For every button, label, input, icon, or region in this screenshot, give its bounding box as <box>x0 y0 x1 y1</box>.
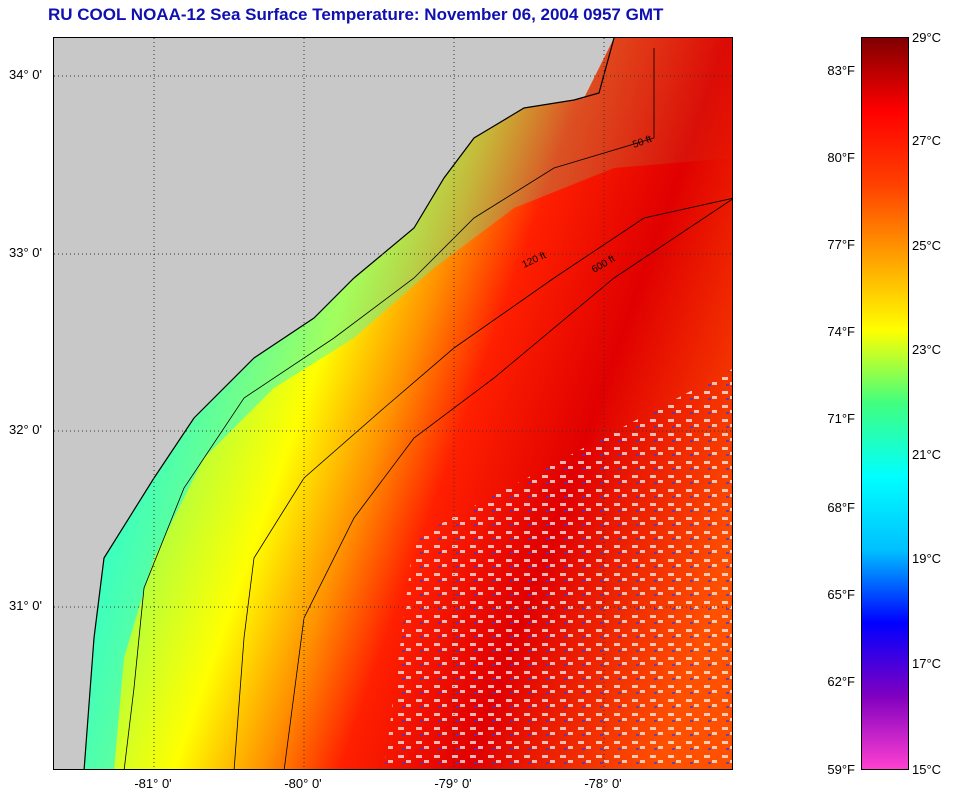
colorbar-f-77: 77°F <box>827 237 855 252</box>
lon-label-78: -78° 0' <box>584 776 622 791</box>
colorbar-f-65: 65°F <box>827 587 855 602</box>
contour-120ft <box>233 198 732 769</box>
colorbar-c-19: 19°C <box>912 551 942 566</box>
lat-label-34: 34° 0' <box>9 67 42 82</box>
lat-label-31: 31° 0' <box>9 598 42 613</box>
coastline <box>83 38 615 769</box>
lat-label-32: 32° 0' <box>9 422 42 437</box>
colorbar-c-27: 27°C <box>912 133 942 148</box>
sst-map-canvas: 50 ft 120 ft 600 ft <box>54 38 732 769</box>
colorbar-f-59: 59°F <box>827 762 855 777</box>
colorbar-f-80: 80°F <box>827 150 855 165</box>
temperature-colorbar <box>861 37 909 770</box>
lon-label-81: -81° 0' <box>134 776 172 791</box>
colorbar-f-74: 74°F <box>827 324 855 339</box>
sst-map[interactable]: 50 ft 120 ft 600 ft <box>53 37 733 770</box>
colorbar-f-68: 68°F <box>827 500 855 515</box>
colorbar-c-23: 23°C <box>912 342 942 357</box>
colorbar-c-29: 29°C <box>912 30 942 45</box>
colorbar-f-62: 62°F <box>827 674 855 689</box>
lon-label-80: -80° 0' <box>284 776 322 791</box>
colorbar-f-71: 71°F <box>827 411 855 426</box>
lon-label-79: -79° 0' <box>434 776 472 791</box>
colorbar-c-15: 15°C <box>912 762 942 777</box>
colorbar-f-83: 83°F <box>827 63 855 78</box>
coastal-cool-band <box>84 38 732 769</box>
map-title: RU COOL NOAA-12 Sea Surface Temperature:… <box>48 5 664 24</box>
cloud-mask-region <box>384 369 732 769</box>
graticule <box>54 38 732 769</box>
contour-50ft <box>123 48 655 769</box>
colorbar-c-25: 25°C <box>912 238 942 253</box>
lat-label-33: 33° 0' <box>9 245 42 260</box>
colorbar-c-21: 21°C <box>912 447 942 462</box>
colorbar-c-17: 17°C <box>912 656 942 671</box>
